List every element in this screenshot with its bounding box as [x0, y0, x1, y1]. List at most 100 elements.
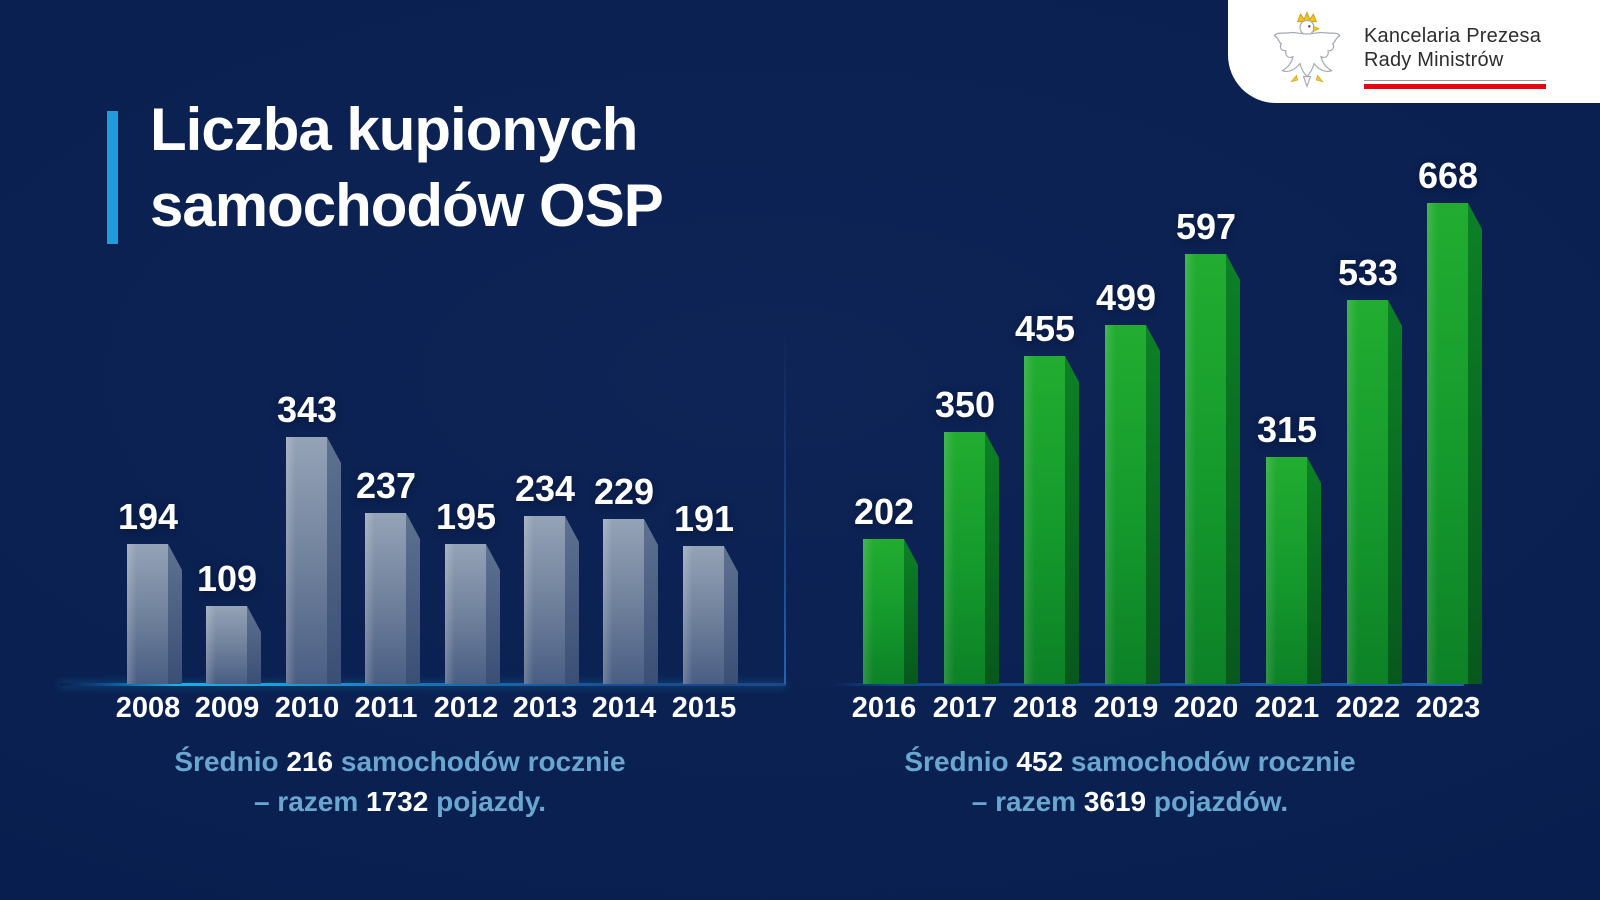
axis-tick-label: 2019 [1093, 692, 1159, 724]
caption-prefix: Średnio [174, 746, 279, 777]
axis-tick-label: 2010 [274, 692, 340, 724]
summary-caption-right: Średnio 452 samochodów rocznie – razem 3… [790, 742, 1470, 822]
bar-value-label: 194 [117, 496, 179, 537]
x-axis-left-chart [60, 683, 786, 686]
bar-2018 [1024, 356, 1079, 684]
bar-front-face [445, 544, 486, 684]
bar-2012 [445, 544, 500, 684]
bar-front-face [1427, 203, 1468, 684]
bar-value-label: 315 [1256, 409, 1318, 450]
caption-prefix: Średnio [904, 746, 1009, 777]
caption-middle: samochodów rocznie [1070, 746, 1356, 777]
bar-side-face [1226, 254, 1240, 684]
bar-value-label: 109 [196, 558, 258, 599]
bar-value-label: 195 [435, 496, 497, 537]
bar-value-label: 455 [1014, 308, 1076, 349]
bar-front-face [1185, 254, 1226, 684]
axis-tick-label: 2009 [194, 692, 260, 724]
axis-tick-label: 2016 [851, 692, 917, 724]
axis-tick-label: 2022 [1335, 692, 1401, 724]
caption-total-value: 3619 [1083, 786, 1147, 817]
polish-eagle-icon [1272, 9, 1342, 95]
logo-org-line1: Kancelaria Prezesa [1364, 25, 1542, 47]
bar-2023 [1427, 203, 1482, 684]
bar-side-face [724, 546, 738, 684]
bar-front-face [603, 519, 644, 684]
bar-side-face [1146, 325, 1160, 684]
logo-divider-red [1364, 84, 1546, 89]
caption-left-line2: – razem 1732 pojazdy. [60, 782, 740, 822]
bar-side-face [168, 544, 182, 684]
bar-2015 [683, 546, 738, 684]
bar-2008 [127, 544, 182, 684]
bar-2021 [1266, 457, 1321, 684]
bar-front-face [1347, 300, 1388, 684]
title-accent-bar [107, 111, 118, 244]
bar-front-face [524, 516, 565, 684]
bar-side-face [1307, 457, 1321, 684]
axis-tick-label: 2008 [115, 692, 181, 724]
bar-side-face [327, 437, 341, 684]
bar-2022 [1347, 300, 1402, 684]
axis-tick-label: 2020 [1173, 692, 1239, 724]
axis-tick-label: 2013 [512, 692, 578, 724]
bar-value-label: 343 [276, 389, 338, 430]
bar-front-face [944, 432, 985, 684]
axis-tick-label: 2021 [1254, 692, 1320, 724]
title-line1: Liczba kupionych [150, 96, 638, 163]
bar-side-face [486, 544, 500, 684]
bar-front-face [1266, 457, 1307, 684]
bar-2009 [206, 606, 261, 684]
logo-text: Kancelaria Prezesa Rady Ministrów [1364, 14, 1546, 89]
bar-2019 [1105, 325, 1160, 684]
bar-value-label: 668 [1417, 155, 1479, 196]
bar-front-face [206, 606, 247, 684]
bar-2016 [863, 539, 918, 684]
bar-front-face [365, 513, 406, 684]
bar-value-label: 597 [1175, 206, 1237, 247]
bar-2013 [524, 516, 579, 684]
bar-front-face [127, 544, 168, 684]
logo-card: Kancelaria Prezesa Rady Ministrów [1228, 0, 1600, 103]
bar-side-face [644, 519, 658, 684]
x-axis-right-chart [830, 683, 1464, 686]
bar-value-label: 202 [853, 491, 915, 532]
caption-right-line2: – razem 3619 pojazdów. [790, 782, 1470, 822]
title-line2: samochodów OSP [150, 172, 664, 239]
caption-suffix: pojazdów. [1153, 786, 1289, 817]
bar-side-face [904, 539, 918, 684]
bar-side-face [565, 516, 579, 684]
bar-front-face [286, 437, 327, 684]
bar-front-face [683, 546, 724, 684]
bar-value-label: 350 [934, 384, 996, 425]
bar-2011 [365, 513, 420, 684]
axis-tick-label: 2014 [591, 692, 657, 724]
caption-total-value: 1732 [366, 786, 429, 817]
bar-2017 [944, 432, 999, 684]
logo-divider-gray [1364, 80, 1546, 81]
bar-front-face [1105, 325, 1146, 684]
caption-line2-prefix: – razem [253, 786, 359, 817]
caption-average-value: 452 [1016, 746, 1064, 777]
axis-tick-label: 2012 [433, 692, 499, 724]
logo-org-line2: Rady Ministrów [1364, 49, 1504, 71]
caption-line2-prefix: – razem [971, 786, 1077, 817]
bar-value-label: 499 [1095, 277, 1157, 318]
caption-suffix: pojazdy. [436, 786, 547, 817]
bar-side-face [1065, 356, 1079, 684]
left-chart-right-border [784, 326, 786, 684]
bar-2014 [603, 519, 658, 684]
bar-value-label: 533 [1337, 252, 1399, 293]
bar-value-label: 237 [355, 465, 417, 506]
axis-tick-label: 2015 [671, 692, 737, 724]
axis-tick-label: 2018 [1012, 692, 1078, 724]
bar-front-face [863, 539, 904, 684]
bar-side-face [985, 432, 999, 684]
caption-average-value: 216 [286, 746, 334, 777]
page-title: Liczba kupionych samochodów OSP [150, 92, 664, 244]
bar-side-face [406, 513, 420, 684]
bar-side-face [1468, 203, 1482, 684]
axis-tick-label: 2011 [354, 692, 418, 724]
caption-right-line1: Średnio 452 samochodów rocznie [790, 742, 1470, 782]
bar-side-face [247, 606, 261, 684]
